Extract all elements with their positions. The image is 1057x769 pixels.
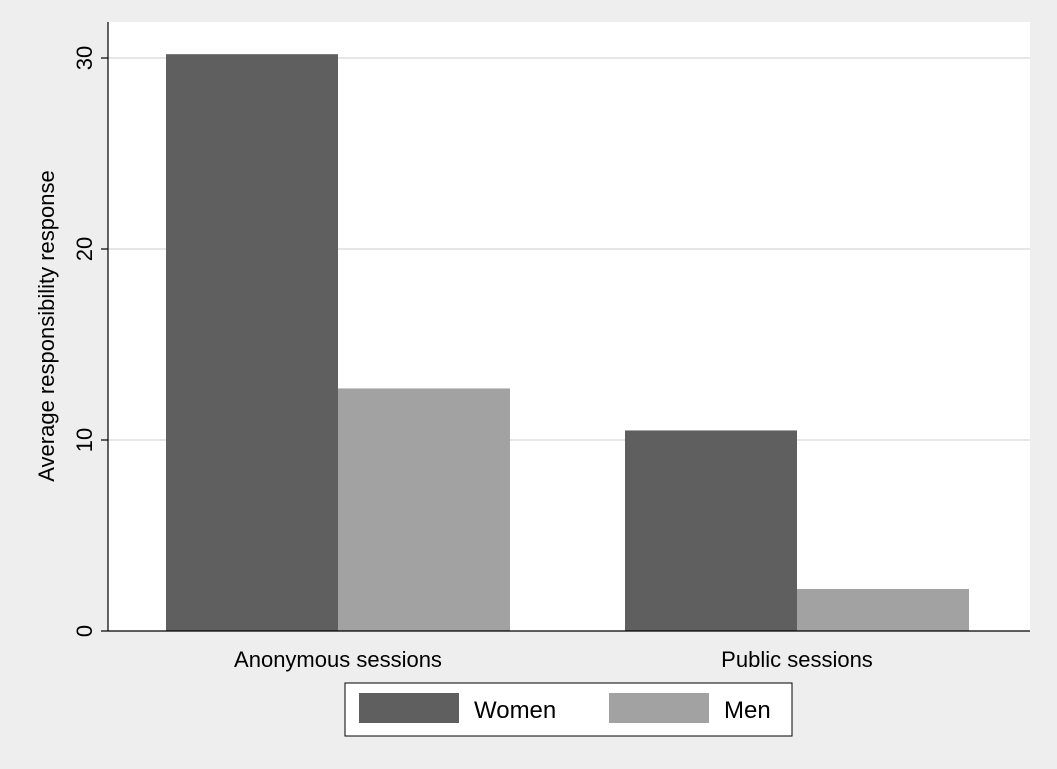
x-category-label: Public sessions <box>721 647 873 672</box>
bar-men-public <box>797 588 969 631</box>
legend: Women Men <box>344 682 793 737</box>
x-category-labels: Anonymous sessions Public sessions <box>234 647 873 672</box>
bar-men-anonymous <box>338 388 510 631</box>
legend-box <box>344 682 793 737</box>
y-ticks: 0 10 20 30 <box>72 46 108 637</box>
bar-women-anonymous <box>166 54 338 632</box>
legend-label-women: Women <box>474 697 556 724</box>
bars <box>166 54 969 632</box>
y-tick-label: 20 <box>72 237 97 261</box>
bar-women-public <box>625 430 797 631</box>
y-tick-label: 10 <box>72 428 97 452</box>
y-tick-label: 0 <box>72 625 97 637</box>
x-category-label: Anonymous sessions <box>234 647 442 672</box>
legend-swatch-women <box>359 693 459 723</box>
y-tick-label: 30 <box>72 46 97 70</box>
legend-swatch-men <box>609 693 709 723</box>
y-axis-title: Average responsibility response <box>34 170 59 481</box>
legend-label-men: Men <box>724 697 771 724</box>
